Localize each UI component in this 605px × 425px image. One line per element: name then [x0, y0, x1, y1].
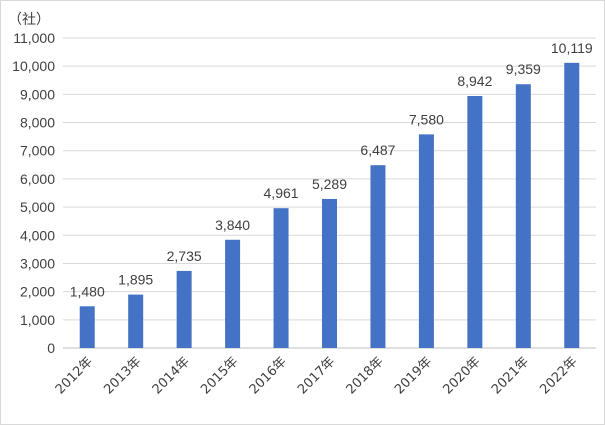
- bar: [79, 306, 95, 348]
- y-tick-label: 2,000: [20, 284, 55, 300]
- bar: [418, 134, 434, 348]
- data-label: 7,580: [409, 111, 444, 127]
- data-label: 9,359: [506, 61, 541, 77]
- bar: [176, 270, 192, 348]
- data-label: 4,961: [264, 185, 299, 201]
- x-tick-label: 2014年: [150, 354, 193, 397]
- y-axis-unit-label: （社）: [8, 12, 50, 28]
- y-tick-label: 11,000: [13, 30, 55, 46]
- data-label: 1,480: [70, 283, 105, 299]
- bar: [273, 208, 289, 348]
- bar: [370, 165, 386, 348]
- data-labels: 1,480 1,895 2,735 3,840 4,961 5,289 6,487 7,580…: [70, 40, 593, 299]
- data-label: 6,487: [360, 142, 395, 158]
- bar: [467, 95, 483, 348]
- x-tick-label: 2022年: [537, 354, 580, 397]
- bar: [128, 294, 144, 348]
- y-tick-label: 6,000: [20, 171, 55, 187]
- y-tick-label: 8,000: [20, 115, 55, 131]
- y-tick-label: 0: [47, 340, 55, 356]
- x-tick-label: 2021年: [489, 354, 532, 397]
- x-tick-label: 2017年: [295, 354, 338, 397]
- data-label: 5,289: [312, 176, 347, 192]
- x-tick-label: 2012年: [53, 354, 96, 397]
- y-tick-label: 9,000: [20, 86, 55, 102]
- y-tick-label: 5,000: [20, 199, 55, 215]
- bar: [225, 239, 241, 348]
- y-tick-label: 7,000: [20, 143, 55, 159]
- x-tick-label: 2013年: [101, 354, 144, 397]
- x-tick-label: 2016年: [247, 354, 290, 397]
- data-label: 2,735: [167, 248, 202, 264]
- x-tick-label: 2020年: [440, 354, 483, 397]
- bar: [515, 84, 531, 348]
- data-label: 1,895: [118, 272, 153, 288]
- y-tick-label: 3,000: [20, 255, 55, 271]
- data-label: 10,119: [551, 40, 593, 56]
- bars: [79, 62, 580, 348]
- x-tick-label: 2019年: [392, 354, 435, 397]
- data-label: 8,942: [457, 73, 492, 89]
- x-axis-tick-labels: 2012年 2013年 2014年 2015年 2016年 2017年 2018年 2019年…: [53, 354, 581, 397]
- x-tick-label: 2015年: [198, 354, 241, 397]
- y-axis-tick-labels: 0 1,000 2,000 3,000 4,000 5,000 6,000 7,000 8,00…: [12, 30, 55, 356]
- bar: [564, 62, 580, 348]
- y-tick-label: 1,000: [20, 312, 55, 328]
- data-label: 3,840: [215, 217, 250, 233]
- bar: [322, 198, 337, 348]
- y-tick-label: 4,000: [20, 227, 55, 243]
- x-tick-label: 2018年: [344, 354, 387, 397]
- y-tick-label: 10,000: [12, 58, 55, 74]
